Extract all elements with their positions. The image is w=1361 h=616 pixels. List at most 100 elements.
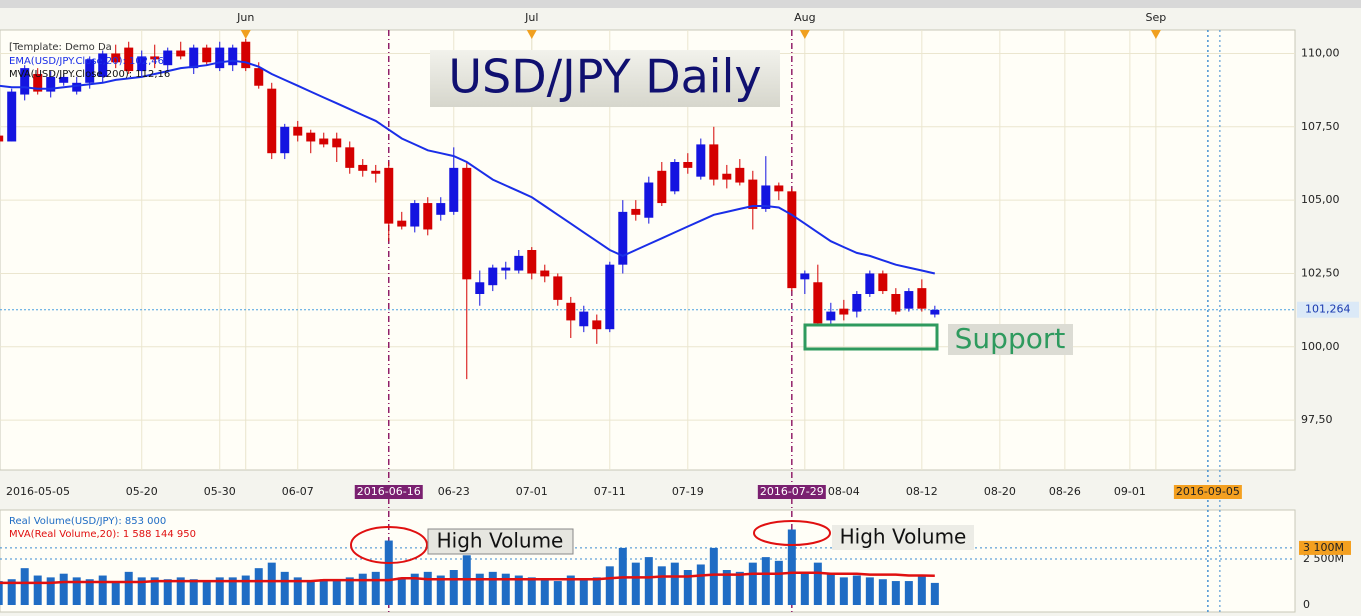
candle-body bbox=[33, 74, 43, 92]
candle-body bbox=[85, 59, 95, 83]
volume-bar bbox=[163, 579, 172, 605]
volume-bar bbox=[371, 571, 380, 605]
date-marker-label: 2016-06-16 bbox=[357, 485, 421, 498]
candle-body bbox=[878, 273, 888, 292]
candle-body bbox=[254, 68, 264, 86]
x-tick-label: 08-12 bbox=[906, 485, 938, 498]
volume-bar bbox=[553, 581, 562, 605]
candle-body bbox=[605, 264, 615, 330]
volume-bar bbox=[683, 570, 692, 605]
candle-body bbox=[280, 126, 290, 154]
candle-body bbox=[761, 185, 771, 209]
volume-bar bbox=[813, 562, 822, 605]
volume-bar bbox=[0, 581, 3, 605]
candle-body bbox=[579, 311, 589, 327]
candle-body bbox=[501, 267, 511, 271]
candle-body bbox=[852, 294, 862, 312]
candle-body bbox=[826, 311, 836, 321]
volume-bar bbox=[709, 547, 718, 605]
candle-body bbox=[98, 53, 108, 77]
y-tick-label: 102,50 bbox=[1301, 266, 1340, 279]
candle-body bbox=[722, 173, 732, 180]
x-tick-label: 07-01 bbox=[516, 485, 548, 498]
volume-bar bbox=[891, 581, 900, 605]
month-marker bbox=[526, 30, 537, 39]
candle-body bbox=[423, 203, 433, 230]
volume-bar bbox=[150, 577, 159, 605]
candle-body bbox=[436, 203, 446, 215]
volume-bar bbox=[358, 573, 367, 605]
candle-body bbox=[865, 273, 875, 294]
volume-bar bbox=[98, 575, 107, 605]
candle-body bbox=[553, 276, 563, 300]
x-tick-label: 07-19 bbox=[672, 485, 704, 498]
candle-body bbox=[917, 288, 927, 309]
candle-body bbox=[124, 47, 134, 72]
volume-bar bbox=[566, 575, 575, 605]
volume-bar bbox=[7, 579, 16, 605]
volume-bar bbox=[904, 581, 913, 605]
candle-body bbox=[358, 164, 368, 171]
volume-bar bbox=[124, 571, 133, 605]
highlight-ellipse bbox=[350, 526, 428, 564]
volume-bar bbox=[488, 571, 497, 605]
candle-body bbox=[904, 291, 914, 309]
volume-bar bbox=[592, 577, 601, 605]
volume-bar bbox=[59, 573, 68, 605]
candle-body bbox=[46, 76, 56, 92]
date-marker-box bbox=[1173, 485, 1242, 499]
volume-bar bbox=[436, 575, 445, 605]
candle-body bbox=[748, 179, 758, 209]
candle-body bbox=[774, 185, 784, 192]
volume-bar bbox=[423, 571, 432, 605]
last-price-box bbox=[1297, 301, 1359, 318]
volume-bar bbox=[215, 577, 224, 605]
tick-highlight bbox=[1299, 540, 1351, 555]
candle-body bbox=[475, 282, 485, 294]
y-tick-label: 110,00 bbox=[1301, 46, 1340, 59]
date-marker-box bbox=[354, 485, 423, 499]
high-volume-label: High Volume bbox=[840, 525, 967, 549]
volume-bar bbox=[670, 562, 679, 605]
volume-bar bbox=[800, 573, 809, 605]
volume-bar bbox=[267, 562, 276, 605]
volume-bar bbox=[228, 577, 237, 605]
volume-bar bbox=[254, 568, 263, 605]
volume-bar bbox=[33, 575, 42, 605]
volume-mva-line bbox=[0, 571, 935, 585]
candle-body bbox=[202, 47, 212, 63]
legend-entry: [Template: Demo Da bbox=[9, 42, 112, 53]
candle-body bbox=[293, 126, 303, 136]
annotation-box bbox=[427, 528, 574, 555]
candle-body bbox=[839, 308, 849, 315]
month-label: Jul bbox=[524, 11, 538, 24]
volume-tick-label: 0 bbox=[1303, 598, 1310, 611]
volume-bar bbox=[46, 577, 55, 605]
month-marker bbox=[799, 30, 810, 39]
volume-bar bbox=[332, 579, 341, 605]
volume-bar bbox=[527, 577, 536, 605]
candle-body bbox=[800, 273, 810, 280]
annotation-box bbox=[832, 525, 974, 550]
candle-body bbox=[137, 56, 147, 72]
candle-body bbox=[891, 294, 901, 312]
candle-body bbox=[709, 144, 719, 180]
legend-entry: MVA(Real Volume,20): 1 588 144 950 bbox=[9, 529, 196, 540]
candle-body bbox=[527, 250, 537, 274]
y-tick-label: 100,00 bbox=[1301, 340, 1340, 353]
volume-bar bbox=[410, 573, 419, 605]
x-tick-label: 05-20 bbox=[126, 485, 158, 498]
volume-tick-label: 2 500M bbox=[1303, 552, 1344, 565]
month-label: Sep bbox=[1146, 11, 1167, 24]
candle-body bbox=[332, 138, 342, 148]
candle-body bbox=[0, 135, 4, 142]
highlight-ellipse bbox=[753, 520, 831, 546]
candle-body bbox=[787, 191, 797, 289]
volume-bar bbox=[514, 575, 523, 605]
volume-bar bbox=[384, 540, 393, 605]
x-tick-label: 08-26 bbox=[1049, 485, 1081, 498]
y-tick-label: 97,50 bbox=[1301, 413, 1333, 426]
volume-bar bbox=[852, 575, 861, 605]
volume-bar bbox=[930, 582, 939, 605]
